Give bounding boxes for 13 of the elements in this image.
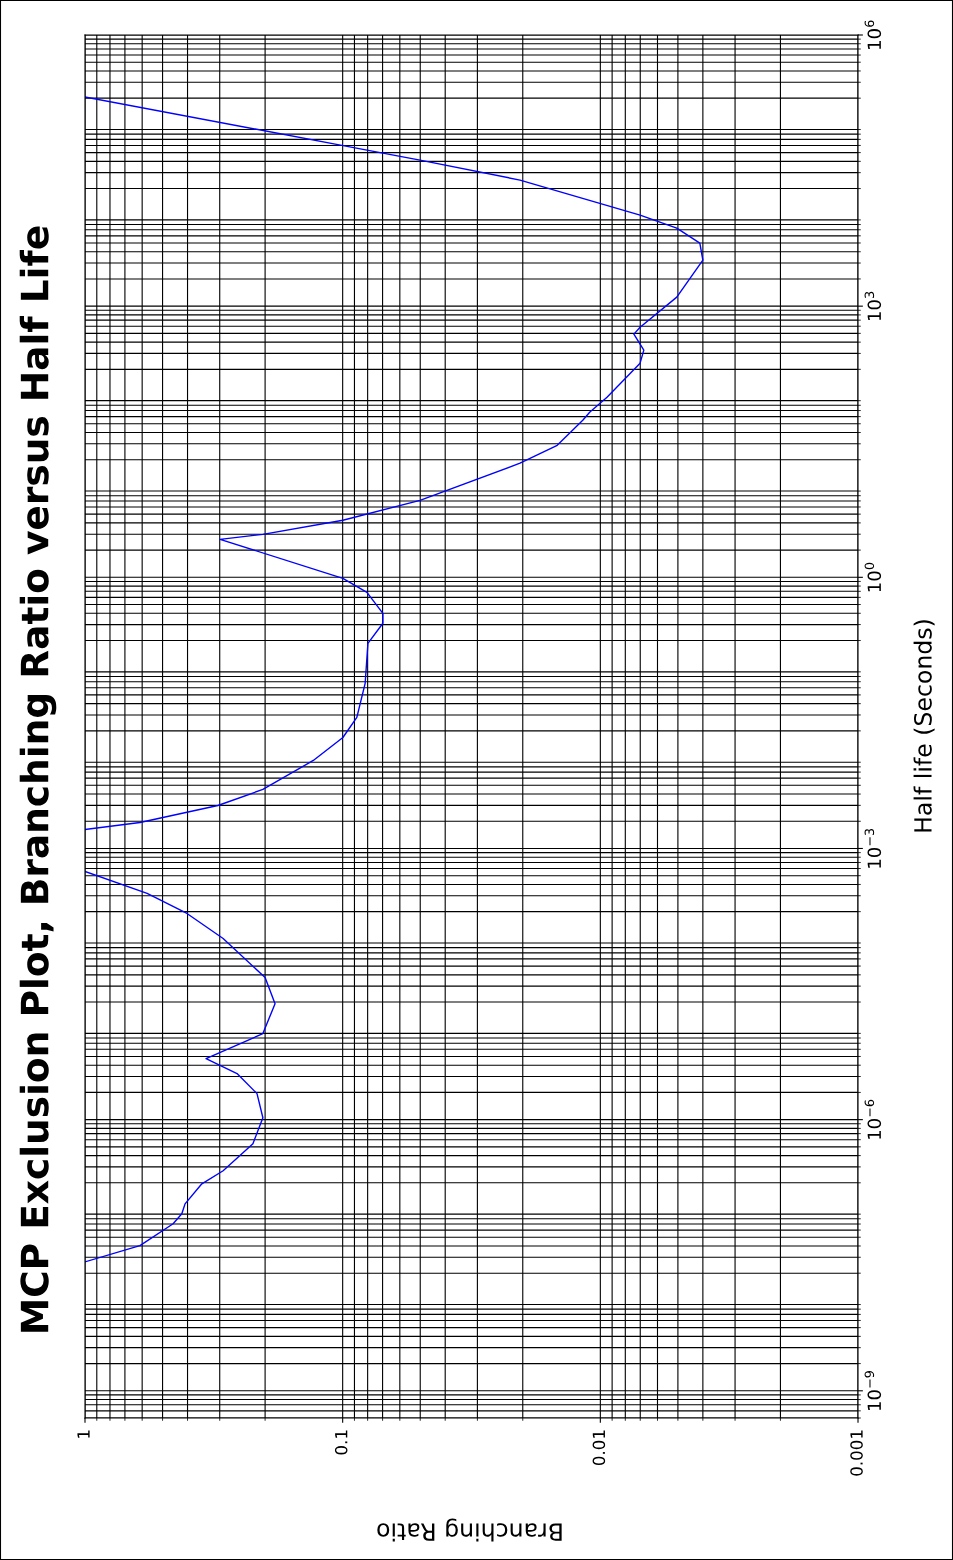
y-tick-label: 10$^{−6}$ <box>864 1099 882 1139</box>
y-tick-label: 10$^{6}$ <box>864 20 882 49</box>
text: MCP Exclusion Plot, Branching Ratio versus Half Life <box>19 226 57 1332</box>
x-tick-label: 0.01 <box>592 1430 606 1466</box>
y-tick-label: 10$^{−3}$ <box>864 828 882 868</box>
y-axis-title: Half life (Seconds) <box>913 620 935 832</box>
y-tick-label: 10$^{−9}$ <box>864 1371 882 1411</box>
x-tick-label: 1 <box>77 1430 90 1438</box>
y-tick-label: 10$^{0}$ <box>864 562 882 592</box>
x-tick-label: 0.1 <box>334 1430 348 1455</box>
y-tick-label: 10$^{3}$ <box>864 291 882 321</box>
x-axis-title: Branching Ratio <box>377 1518 562 1542</box>
x-tick-label: 0.001 <box>850 1430 863 1476</box>
